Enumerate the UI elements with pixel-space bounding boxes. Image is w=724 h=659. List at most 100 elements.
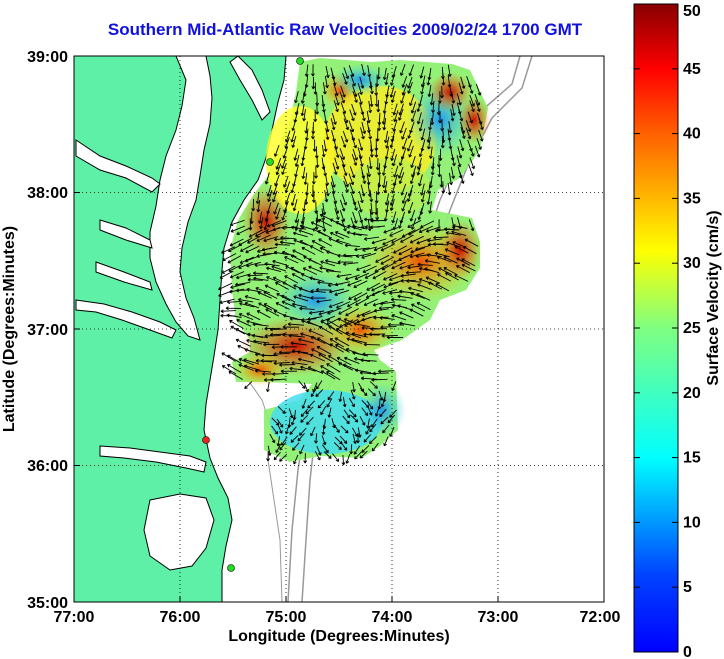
velocity-arrow	[390, 90, 396, 103]
velocity-arrow	[288, 408, 294, 419]
velocity-arrow	[298, 380, 306, 389]
velocity-arrow	[228, 370, 243, 380]
velocity-arrow	[341, 164, 348, 176]
colorbar-tick-label: 30	[683, 255, 701, 272]
velocity-arrow	[417, 207, 423, 221]
velocity-arrow	[367, 164, 372, 178]
velocity-arrow	[389, 136, 395, 149]
velocity-arrow	[336, 356, 352, 366]
velocity-arrow	[343, 409, 351, 419]
velocity-arrow	[335, 344, 350, 353]
velocity-arrow	[335, 238, 351, 245]
velocity-arrow	[461, 263, 476, 272]
velocity-arrow	[408, 227, 423, 236]
velocity-arrow	[282, 325, 300, 329]
velocity-arrow	[305, 406, 314, 415]
velocity-arrow	[408, 286, 424, 293]
velocity-arrow	[382, 424, 390, 434]
velocity-arrow	[358, 154, 364, 167]
velocity-arrow	[345, 308, 359, 317]
velocity-arrow	[299, 427, 307, 436]
velocity-arrow	[218, 282, 233, 291]
velocity-arrow	[408, 145, 414, 158]
velocity-arrow	[313, 82, 318, 95]
velocity-arrow	[375, 208, 380, 221]
velocity-arrow	[334, 145, 340, 158]
velocity-arrow	[407, 201, 414, 214]
velocity-arrow	[334, 208, 340, 221]
velocity-arrow	[424, 267, 440, 274]
velocity-arrow	[334, 289, 350, 297]
velocity-arrow	[293, 148, 299, 161]
velocity-arrow	[426, 137, 431, 150]
velocity-arrow	[356, 432, 360, 444]
colorbar-tick-label: 35	[683, 190, 701, 207]
y-tick-label: 37:00	[27, 322, 68, 339]
velocity-arrow	[339, 199, 346, 212]
velocity-arrow	[417, 262, 433, 267]
velocity-arrow	[399, 311, 414, 319]
velocity-arrow	[300, 414, 309, 423]
velocity-arrow	[361, 445, 370, 453]
velocity-arrow	[361, 252, 377, 259]
velocity-arrow	[271, 425, 279, 435]
velocity-arrow	[219, 270, 234, 279]
velocity-arrow	[361, 121, 367, 135]
velocity-arrow	[291, 360, 308, 366]
velocity-arrow	[300, 332, 316, 339]
velocity-arrow	[393, 245, 407, 254]
velocity-arrow	[256, 310, 271, 319]
velocity-arrow	[337, 260, 353, 264]
radar-station-marker	[202, 436, 210, 444]
velocity-arrow	[353, 445, 361, 455]
velocity-arrow	[272, 190, 278, 203]
colorbar-tick-label: 50	[683, 3, 701, 20]
velocity-arrow	[255, 358, 273, 363]
velocity-arrow	[294, 210, 300, 224]
velocity-arrow	[290, 254, 305, 263]
velocity-arrow	[349, 444, 354, 455]
velocity-arrow	[369, 94, 374, 107]
velocity-arrow	[303, 382, 309, 393]
velocity-arrow	[366, 282, 381, 291]
velocity-arrow	[343, 262, 359, 266]
velocity-arrow	[329, 338, 345, 348]
velocity-arrow	[229, 271, 245, 279]
velocity-arrow	[375, 254, 390, 263]
velocity-arrow	[221, 365, 237, 375]
velocity-arrow	[247, 235, 262, 244]
velocity-arrow	[291, 302, 308, 308]
velocity-arrow	[301, 273, 316, 281]
velocity-arrow	[363, 342, 380, 347]
velocity-arrow	[418, 119, 424, 132]
velocity-arrow	[332, 453, 340, 462]
velocity-arrow	[336, 273, 352, 279]
velocity-arrow	[385, 136, 390, 149]
velocity-arrow	[320, 365, 335, 375]
velocity-arrow	[283, 175, 289, 188]
velocity-arrow	[309, 276, 325, 283]
velocity-arrow	[292, 249, 307, 258]
velocity-arrow	[309, 353, 325, 362]
velocity-arrow	[314, 166, 318, 179]
velocity-arrow	[328, 288, 345, 294]
velocity-arrow	[253, 339, 270, 344]
velocity-arrow	[222, 253, 237, 262]
velocity-arrow	[369, 145, 374, 158]
velocity-arrow	[327, 391, 335, 401]
velocity-arrow	[450, 91, 456, 104]
velocity-arrow	[238, 358, 255, 366]
velocity-arrow	[290, 130, 296, 143]
velocity-arrow	[437, 91, 442, 104]
velocity-arrow	[298, 337, 315, 344]
velocity-arrow	[228, 244, 242, 253]
velocity-arrow	[227, 354, 242, 364]
velocity-arrow	[352, 198, 358, 211]
velocity-arrow	[354, 247, 370, 252]
velocity-arrow	[382, 289, 398, 295]
velocity-arrow	[418, 277, 434, 285]
velocity-patch	[350, 158, 430, 218]
velocity-arrow	[353, 322, 370, 328]
rappahannock-river	[99, 219, 153, 249]
